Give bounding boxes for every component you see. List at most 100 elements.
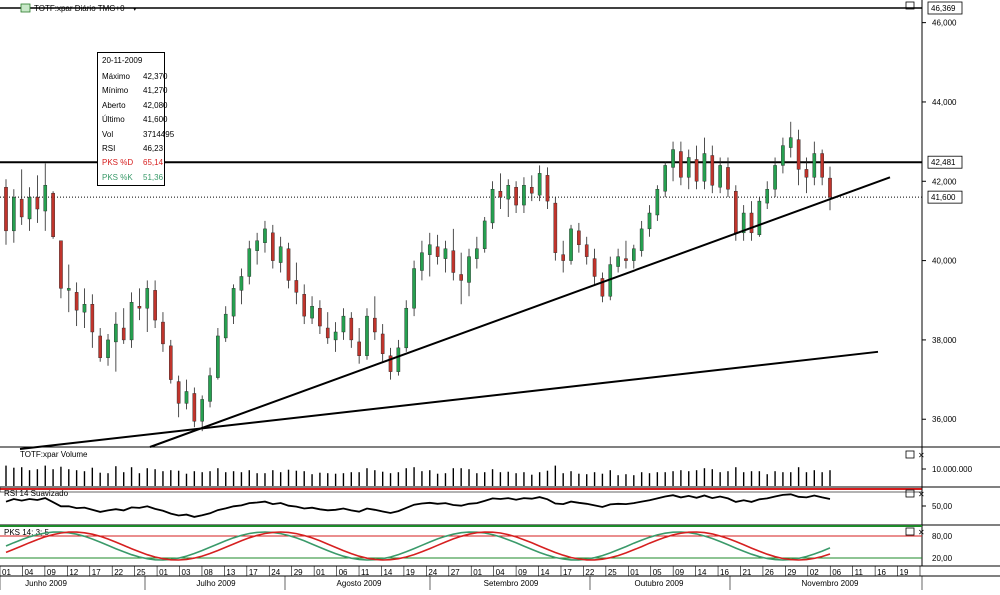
main-panel-title: TOTF:xpar Diário TMG+0: [34, 4, 125, 13]
close-icon: ✕: [918, 528, 925, 537]
pks-k-line: [5, 531, 831, 561]
candle-body: [796, 139, 801, 170]
panel-menu-arrow: ▾: [133, 6, 137, 13]
data-tooltip: 20-11-2009 Máximo 42,370 Mínimo 41,270 Abert…: [97, 52, 174, 186]
x-day-label: 14: [383, 568, 392, 577]
candle-body: [137, 306, 142, 309]
trendline: [149, 176, 891, 448]
candle-body: [702, 153, 707, 182]
candle-body: [27, 196, 32, 220]
x-month-label: Setembro 2009: [484, 579, 539, 588]
candle-body: [482, 220, 487, 249]
pks-panel-title: PKS 14; 3; 5: [4, 528, 49, 537]
price-label-box: [927, 155, 963, 169]
maximize-icon: [905, 527, 915, 536]
y-tick-label: 46,000: [932, 19, 957, 28]
candle-body: [318, 307, 322, 327]
candle-body: [734, 190, 738, 234]
candle-body: [106, 339, 110, 358]
candle-body: [624, 258, 628, 261]
x-day-label: 25: [137, 568, 146, 577]
rsi-panel-title: RSI 14 Suavizado: [4, 489, 69, 498]
candle-body: [639, 228, 644, 251]
candle-body: [529, 187, 534, 194]
candle-body: [498, 190, 503, 198]
tooltip-value: 42,370: [143, 72, 168, 81]
candle-body: [412, 268, 416, 309]
tooltip-label: PKS %K: [102, 172, 133, 182]
candle-body: [584, 244, 589, 257]
x-month-label: Novembro 2009: [802, 579, 859, 588]
candle-body: [184, 391, 189, 404]
candle-body: [522, 185, 526, 206]
y-tick-label: 44,000: [932, 98, 957, 107]
candle-body: [357, 341, 361, 356]
tooltip-row: RSI 46,23: [98, 142, 164, 156]
candle-body: [365, 315, 369, 356]
y-tick-label: 40,000: [932, 257, 957, 266]
candle-body: [490, 189, 495, 224]
candle-body: [349, 317, 354, 341]
rsi-axis-label: 50,00: [932, 502, 953, 511]
candle-body: [168, 345, 173, 380]
candle-body: [726, 167, 730, 190]
candle-body: [506, 185, 511, 200]
candle-body: [577, 230, 581, 245]
candle-body: [396, 347, 401, 372]
x-day-label: 01: [473, 568, 482, 577]
candle-body: [114, 323, 118, 343]
candle-body: [757, 200, 762, 236]
y-top-label: 46,369: [931, 4, 956, 13]
tooltip-label: Mínimo: [102, 86, 129, 96]
candle-body: [632, 248, 636, 261]
y-tick-label: 42,000: [932, 177, 957, 186]
candle-body: [302, 294, 307, 317]
x-day-label: 21: [742, 568, 751, 577]
candle-body: [804, 169, 809, 178]
price-label-box: [927, 1, 963, 15]
candle-body: [459, 274, 463, 281]
candle-body: [741, 212, 746, 234]
x-day-label: 22: [585, 568, 594, 577]
x-day-label: 13: [226, 568, 235, 577]
tooltip-row: Último 41,600: [98, 113, 168, 127]
candle-body: [600, 278, 605, 297]
x-day-label: 14: [698, 568, 707, 577]
x-day-label: 17: [249, 568, 258, 577]
x-day-label: 17: [563, 568, 572, 577]
tooltip-row: PKS %K 51,36: [98, 171, 164, 185]
close-icon: ✕: [918, 490, 925, 499]
x-day-label: 06: [339, 568, 348, 577]
candle-body: [325, 327, 330, 339]
tooltip-value: 41,600: [143, 115, 168, 125]
trendline: [19, 350, 879, 450]
candle-body: [278, 246, 283, 263]
candle-body: [373, 317, 377, 333]
candle-body: [420, 252, 424, 271]
tooltip-value: 65,14: [143, 158, 164, 168]
x-day-label: 29: [787, 568, 796, 577]
tooltip-value: 51,36: [143, 172, 164, 182]
tooltip-row: PKS %D 65,14: [98, 156, 164, 170]
x-day-label: 09: [47, 568, 56, 577]
y-tick-label: 38,000: [932, 336, 957, 345]
candle-body: [294, 280, 299, 293]
candle-body: [569, 228, 573, 261]
tooltip-label: Aberto: [102, 100, 126, 110]
candle-body: [537, 173, 542, 196]
candle-body: [341, 315, 346, 333]
candle-body: [773, 165, 777, 190]
x-day-label: 06: [832, 568, 841, 577]
candle-body: [82, 304, 87, 313]
candle-body: [12, 196, 16, 232]
panel-icon: [20, 3, 31, 13]
candle-body: [679, 151, 683, 178]
tooltip-value: 3714495: [143, 129, 175, 139]
candle-body: [749, 212, 754, 234]
rsi-line: [5, 493, 831, 518]
candle-body: [671, 149, 675, 168]
candle-body: [333, 331, 338, 341]
tooltip-row: Mínimo 41,270: [98, 84, 167, 98]
pks-axis-label-80: 80,00: [932, 532, 953, 541]
